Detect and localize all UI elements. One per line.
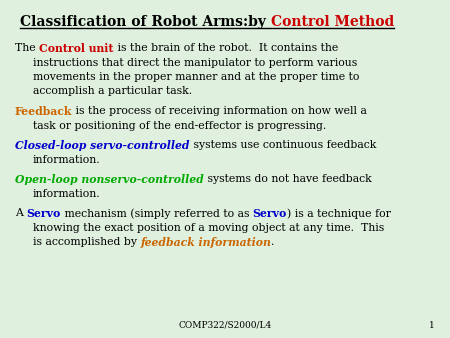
Text: systems do not have feedback: systems do not have feedback: [204, 174, 372, 184]
Text: 1: 1: [429, 321, 435, 330]
Text: Servo: Servo: [252, 208, 287, 219]
Text: information.: information.: [33, 155, 101, 165]
Text: Feedback: Feedback: [15, 106, 72, 117]
Text: is the brain of the robot.  It contains the: is the brain of the robot. It contains t…: [113, 43, 338, 53]
Text: Classification of Robot Arms:by: Classification of Robot Arms:by: [20, 15, 271, 29]
Text: The: The: [15, 43, 39, 53]
Text: accomplish a particular task.: accomplish a particular task.: [33, 87, 192, 97]
Text: movements in the proper manner and at the proper time to: movements in the proper manner and at th…: [33, 72, 360, 82]
Text: Control unit: Control unit: [39, 43, 113, 54]
Text: feedback information: feedback information: [140, 237, 271, 248]
Text: ) is a technique for: ) is a technique for: [287, 208, 391, 219]
Text: Control Method: Control Method: [271, 15, 394, 29]
Text: knowing the exact position of a moving object at any time.  This: knowing the exact position of a moving o…: [33, 223, 384, 233]
Text: A: A: [15, 208, 27, 218]
Text: Closed-loop servo-controlled: Closed-loop servo-controlled: [15, 140, 189, 151]
Text: Open-loop nonservo-controlled: Open-loop nonservo-controlled: [15, 174, 204, 185]
Text: mechanism (simply referred to as: mechanism (simply referred to as: [61, 208, 252, 219]
Text: is the process of receiving information on how well a: is the process of receiving information …: [72, 106, 367, 116]
Text: instructions that direct the manipulator to perform various: instructions that direct the manipulator…: [33, 57, 357, 68]
Text: information.: information.: [33, 189, 101, 199]
Text: .: .: [271, 237, 275, 247]
Text: is accomplished by: is accomplished by: [33, 237, 140, 247]
Text: task or positioning of the end-effector is progressing.: task or positioning of the end-effector …: [33, 121, 326, 130]
Text: COMP322/S2000/L4: COMP322/S2000/L4: [178, 321, 272, 330]
Text: systems use continuous feedback: systems use continuous feedback: [189, 140, 376, 150]
Text: Servo: Servo: [27, 208, 61, 219]
